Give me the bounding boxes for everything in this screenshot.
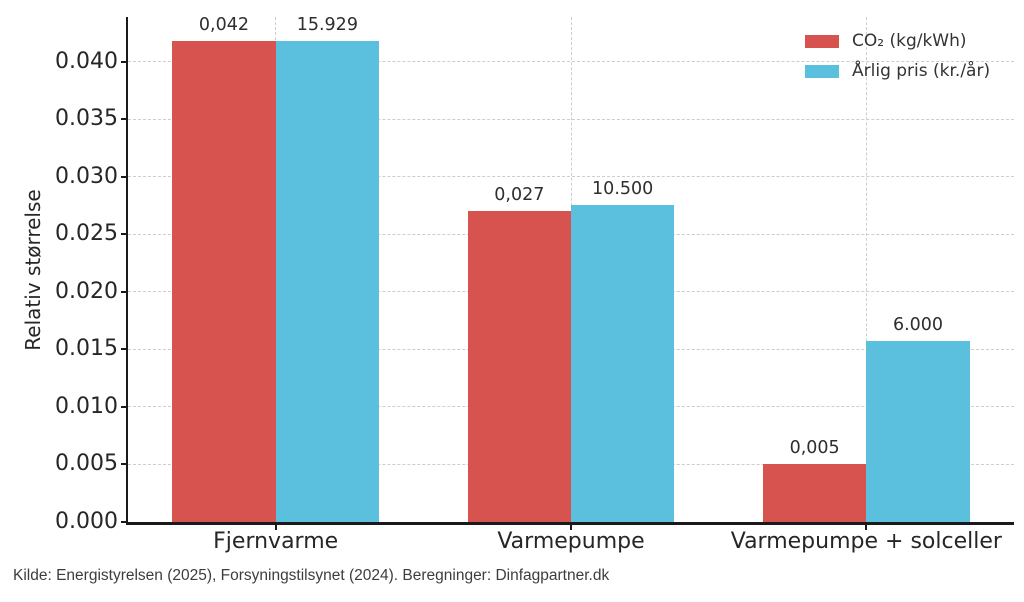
bar-value-label: 0,005 <box>789 438 840 459</box>
x-axis-spine <box>126 522 1014 525</box>
y-tick-label: 0.020 <box>55 278 118 304</box>
bar-pris <box>571 205 675 522</box>
legend-swatch-co2 <box>805 35 839 48</box>
x-axis-tick <box>274 524 277 530</box>
y-axis-tick <box>121 463 128 466</box>
y-axis-tick <box>121 521 128 523</box>
y-tick-label: 0.030 <box>55 163 118 189</box>
y-axis-tick <box>121 60 128 63</box>
y-tick-label: 0.010 <box>55 393 118 419</box>
bar-value-label: 6.000 <box>892 314 944 335</box>
x-category-label: Varmepumpe <box>497 529 645 554</box>
bar-pris <box>866 340 970 522</box>
y-axis-title: Relativ størrelse <box>21 189 45 351</box>
legend-swatch-pris <box>805 65 839 78</box>
bar-pris <box>275 41 380 522</box>
y-tick-label: 0.000 <box>55 509 118 534</box>
bar-value-label: 10.500 <box>592 179 654 200</box>
bar-value-label: 0,027 <box>494 185 545 206</box>
source-note: Kilde: Energistyrelsen (2025), Forsyning… <box>13 567 610 584</box>
y-tick-label: 0.005 <box>55 451 118 477</box>
bar-co2 <box>467 211 571 522</box>
y-axis-tick <box>121 233 128 236</box>
y-axis-tick <box>121 348 128 351</box>
legend-label-co2: CO₂ (kg/kWh) <box>852 31 967 51</box>
y-axis-tick <box>121 118 128 121</box>
legend: CO₂ (kg/kWh) Årlig pris (kr./år) <box>805 31 990 91</box>
bar-value-label: 15.929 <box>296 15 358 36</box>
bar-co2 <box>172 41 276 522</box>
bar-co2 <box>762 464 867 522</box>
y-axis-tick <box>121 405 128 408</box>
gridline-vertical <box>865 17 867 522</box>
y-tick-label: 0.040 <box>55 48 118 74</box>
y-tick-label: 0.025 <box>55 221 118 247</box>
y-axis-tick <box>121 290 128 293</box>
x-category-label: Varmepumpe + solceller <box>730 529 1002 554</box>
y-axis-tick <box>121 175 128 178</box>
legend-item-co2: CO₂ (kg/kWh) <box>805 31 990 52</box>
y-tick-label: 0.035 <box>55 106 118 132</box>
y-axis-spine <box>126 17 128 524</box>
legend-item-pris: Årlig pris (kr./år) <box>805 61 990 82</box>
y-tick-label: 0.015 <box>55 336 118 362</box>
bar-value-label: 0,042 <box>198 15 250 36</box>
x-axis-tick <box>570 524 572 530</box>
x-category-label: Fjernvarme <box>213 529 339 554</box>
legend-label-pris: Årlig pris (kr./år) <box>852 61 991 81</box>
x-axis-tick <box>865 524 868 530</box>
